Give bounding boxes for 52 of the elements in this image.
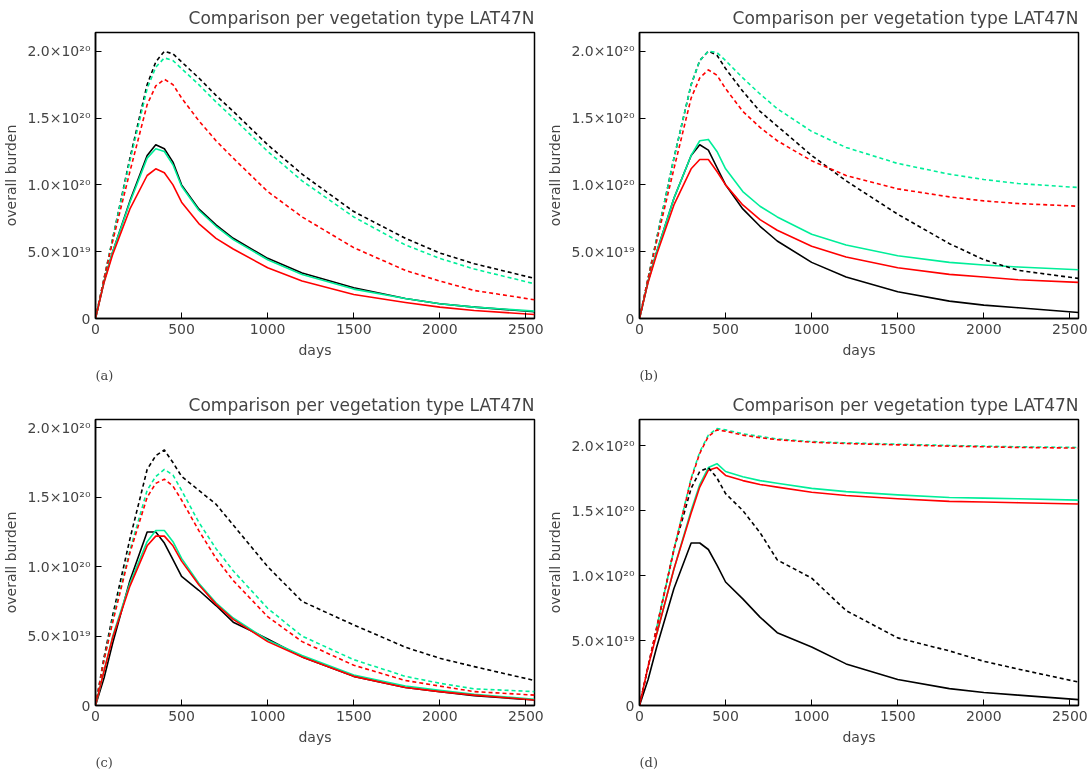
y-tick-label: 1.5×10²⁰	[571, 502, 635, 519]
x-axis-title: days	[842, 728, 876, 745]
x-tick-label: 500	[712, 320, 739, 337]
x-tick-label: 1500	[335, 707, 372, 724]
y-tick-label: 1.5×10²⁰	[27, 110, 91, 127]
chart-title: Comparison per vegetation type LAT47N	[732, 7, 1079, 28]
y-tick-label: 1.0×10²⁰	[27, 558, 91, 575]
chart-title: Comparison per vegetation type LAT47N	[732, 394, 1079, 415]
y-axis-title: overall burden	[547, 511, 564, 614]
y-tick-label: 2.0×10²⁰	[571, 43, 635, 60]
x-tick-label: 2500	[1052, 320, 1088, 337]
y-tick-label: 1.5×10²⁰	[27, 489, 91, 506]
y-axis-title: overall burden	[547, 124, 564, 227]
x-tick-label: 1500	[335, 320, 372, 337]
y-tick-label: 2.0×10²⁰	[571, 437, 635, 454]
y-tick-label: 2.0×10²⁰	[27, 43, 91, 60]
chart-title: Comparison per vegetation type LAT47N	[188, 7, 535, 28]
x-tick-label: 500	[712, 707, 739, 724]
text: (c)	[95, 754, 113, 770]
x-tick-label: 2000	[966, 707, 1002, 724]
x-tick-label: 2500	[1052, 707, 1088, 724]
x-axis-title: days	[298, 341, 332, 358]
y-tick-label: 1.0×10²⁰	[27, 176, 91, 193]
y-tick-label: 1.5×10²⁰	[571, 110, 635, 127]
y-tick-label: 2.0×10²⁰	[27, 419, 91, 436]
text: (b)	[639, 367, 658, 383]
text: (a)	[95, 367, 114, 383]
x-tick-label: 500	[168, 320, 195, 337]
x-tick-label: 1000	[249, 320, 286, 337]
y-tick-label: 5.0×10¹⁹	[571, 632, 635, 649]
y-tick-label: 5.0×10¹⁹	[27, 628, 91, 645]
x-tick-label: 2000	[422, 320, 458, 337]
y-axis-title: overall burden	[3, 124, 20, 227]
y-tick-label: 5.0×10¹⁹	[27, 243, 91, 260]
x-tick-label: 1500	[879, 707, 916, 724]
x-tick-label: 1000	[793, 320, 830, 337]
x-tick-label: 2500	[508, 320, 544, 337]
x-tick-label: 2000	[422, 707, 458, 724]
x-tick-label: 1000	[249, 707, 286, 724]
y-tick-label: 1.0×10²⁰	[571, 176, 635, 193]
x-tick-label: 2000	[966, 320, 1002, 337]
y-tick-label: 1.0×10²⁰	[571, 567, 635, 584]
y-tick-label: 5.0×10¹⁹	[571, 243, 635, 260]
x-axis-title: days	[298, 728, 332, 745]
x-tick-label: 2500	[508, 707, 544, 724]
x-tick-label: 1000	[793, 707, 830, 724]
text: (d)	[639, 754, 658, 770]
x-tick-label: 500	[168, 707, 195, 724]
x-axis-title: days	[842, 341, 876, 358]
y-axis-title: overall burden	[3, 511, 20, 614]
x-tick-label: 1500	[879, 320, 916, 337]
chart-title: Comparison per vegetation type LAT47N	[188, 394, 535, 415]
